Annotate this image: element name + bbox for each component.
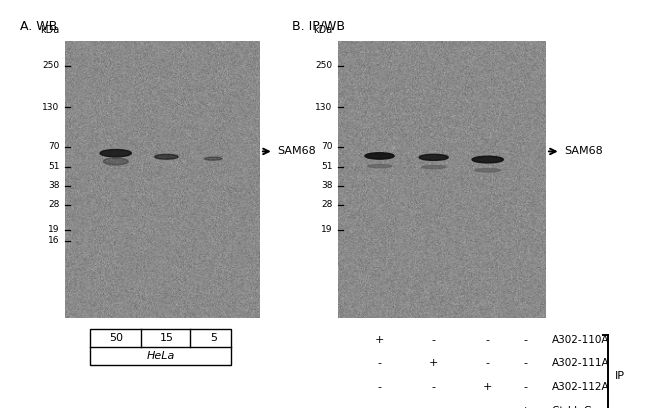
Text: 250: 250: [42, 61, 59, 70]
Text: IP: IP: [615, 371, 625, 381]
Text: +: +: [521, 406, 530, 408]
Text: -: -: [432, 382, 436, 392]
Ellipse shape: [103, 158, 128, 165]
Text: 51: 51: [48, 162, 59, 171]
Text: SAM68: SAM68: [565, 146, 603, 156]
Ellipse shape: [472, 156, 503, 163]
Text: 19: 19: [321, 225, 332, 234]
Text: Ctrl IgG: Ctrl IgG: [552, 406, 592, 408]
Ellipse shape: [204, 157, 222, 160]
Ellipse shape: [100, 149, 131, 157]
Ellipse shape: [365, 153, 394, 159]
Text: A302-112A: A302-112A: [552, 382, 610, 392]
Text: HeLa: HeLa: [146, 351, 175, 361]
Text: A. WB: A. WB: [20, 20, 57, 33]
Text: 70: 70: [321, 142, 332, 151]
Ellipse shape: [422, 166, 446, 169]
Text: -: -: [486, 335, 489, 345]
Text: 19: 19: [48, 225, 59, 234]
Text: -: -: [432, 406, 436, 408]
Text: -: -: [523, 382, 527, 392]
Text: A302-110A: A302-110A: [552, 335, 610, 345]
Text: +: +: [483, 382, 493, 392]
Text: -: -: [486, 359, 489, 368]
Text: -: -: [378, 382, 382, 392]
Text: A302-111A: A302-111A: [552, 359, 610, 368]
Text: B. IP/WB: B. IP/WB: [292, 20, 346, 33]
Text: 28: 28: [48, 200, 59, 209]
Text: -: -: [523, 335, 527, 345]
Text: +: +: [429, 359, 438, 368]
Text: 28: 28: [321, 200, 332, 209]
Text: 50: 50: [109, 333, 123, 344]
Text: 130: 130: [42, 103, 59, 112]
Text: -: -: [378, 406, 382, 408]
Text: +: +: [375, 335, 384, 345]
Text: -: -: [523, 359, 527, 368]
Ellipse shape: [368, 164, 391, 168]
Text: 38: 38: [321, 181, 332, 190]
Ellipse shape: [419, 154, 448, 160]
Text: -: -: [486, 406, 489, 408]
Text: 250: 250: [315, 61, 332, 70]
Text: kDa: kDa: [313, 25, 332, 35]
Ellipse shape: [155, 154, 178, 159]
Text: 51: 51: [321, 162, 332, 171]
Ellipse shape: [475, 169, 500, 172]
Text: 16: 16: [48, 236, 59, 245]
Text: 5: 5: [210, 333, 216, 344]
Text: 70: 70: [48, 142, 59, 151]
Text: kDa: kDa: [40, 25, 59, 35]
Text: -: -: [378, 359, 382, 368]
Text: -: -: [432, 335, 436, 345]
Text: 38: 38: [48, 181, 59, 190]
Text: 130: 130: [315, 103, 332, 112]
Text: SAM68: SAM68: [278, 146, 317, 156]
Text: 15: 15: [159, 333, 174, 344]
